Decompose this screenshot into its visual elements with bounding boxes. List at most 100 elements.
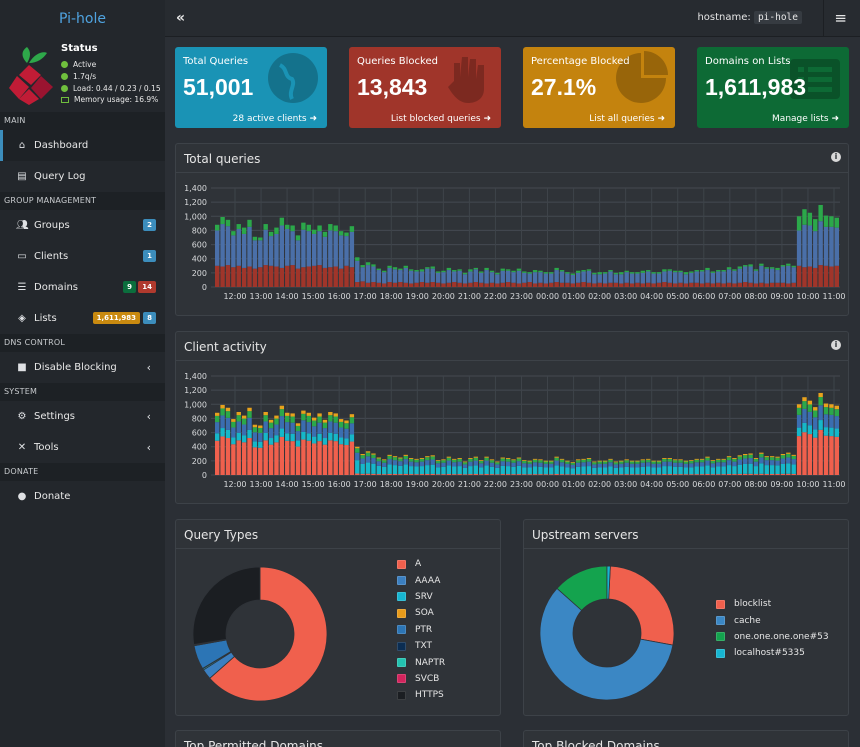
other-bar[interactable] <box>408 269 414 271</box>
permitted-bar[interactable] <box>780 266 786 283</box>
client-d-bar[interactable] <box>726 457 732 461</box>
blocked-bar[interactable] <box>511 282 516 287</box>
client-b-bar[interactable] <box>505 466 511 475</box>
other-bar[interactable] <box>646 270 651 272</box>
client-e-bar[interactable] <box>646 458 651 460</box>
other-bar[interactable] <box>285 224 290 230</box>
client-d-bar[interactable] <box>495 462 500 465</box>
client-e-bar[interactable] <box>495 461 500 463</box>
other-bar[interactable] <box>328 224 333 231</box>
client-a-bar[interactable] <box>387 473 392 475</box>
other-bar[interactable] <box>430 266 435 269</box>
client-c-bar[interactable] <box>635 463 640 468</box>
legend-item[interactable]: NAPTR <box>397 654 445 670</box>
blocked-bar[interactable] <box>823 265 829 287</box>
client-a-bar[interactable] <box>306 440 311 475</box>
client-a-bar[interactable] <box>355 473 360 475</box>
permitted-bar[interactable] <box>479 272 484 283</box>
permitted-bar[interactable] <box>462 274 468 284</box>
client-e-bar[interactable] <box>290 413 295 417</box>
client-d-bar[interactable] <box>441 460 446 463</box>
blocked-bar[interactable] <box>619 283 624 287</box>
client-c-bar[interactable] <box>796 414 802 428</box>
client-e-bar[interactable] <box>705 456 710 458</box>
client-b-bar[interactable] <box>646 466 651 475</box>
client-b-bar[interactable] <box>549 467 554 475</box>
client-c-bar[interactable] <box>338 427 344 438</box>
blocked-bar[interactable] <box>220 266 225 287</box>
client-a-bar[interactable] <box>295 446 301 475</box>
client-d-bar[interactable] <box>672 460 678 463</box>
client-d-bar[interactable] <box>619 461 624 464</box>
blocked-bar[interactable] <box>215 265 220 287</box>
other-bar[interactable] <box>258 237 263 241</box>
client-e-bar[interactable] <box>651 460 656 462</box>
other-bar[interactable] <box>215 224 220 231</box>
client-c-bar[interactable] <box>656 463 662 468</box>
client-e-bar[interactable] <box>592 461 597 463</box>
client-a-bar[interactable] <box>522 474 527 475</box>
other-bar[interactable] <box>764 267 769 269</box>
other-bar[interactable] <box>796 216 802 231</box>
client-a-bar[interactable] <box>457 474 462 475</box>
blocked-bar[interactable] <box>360 281 365 287</box>
client-b-bar[interactable] <box>387 464 392 474</box>
client-e-bar[interactable] <box>274 415 279 419</box>
client-a-bar[interactable] <box>667 474 672 475</box>
client-d-bar[interactable] <box>360 455 365 459</box>
client-b-bar[interactable] <box>802 422 807 433</box>
other-bar[interactable] <box>489 270 495 273</box>
permitted-bar[interactable] <box>500 270 505 283</box>
other-bar[interactable] <box>678 270 683 273</box>
slice-cache[interactable] <box>539 587 674 701</box>
client-e-bar[interactable] <box>522 460 527 461</box>
client-c-bar[interactable] <box>602 463 608 468</box>
other-bar[interactable] <box>403 265 408 268</box>
client-d-bar[interactable] <box>640 460 646 463</box>
client-a-bar[interactable] <box>241 442 247 475</box>
client-d-bar[interactable] <box>592 462 597 465</box>
other-bar[interactable] <box>398 268 403 271</box>
client-e-bar[interactable] <box>689 460 694 461</box>
other-bar[interactable] <box>452 270 457 272</box>
legend-item[interactable]: localhost#5335 <box>716 645 829 661</box>
client-b-bar[interactable] <box>807 425 813 435</box>
permitted-bar[interactable] <box>689 272 694 283</box>
blocked-bar[interactable] <box>306 266 311 287</box>
client-e-bar[interactable] <box>311 417 317 421</box>
permitted-bar[interactable] <box>613 274 619 283</box>
client-b-bar[interactable] <box>285 433 290 441</box>
sidebar-item-query-log[interactable]: ▤ Query Log <box>0 161 165 192</box>
other-bar[interactable] <box>619 272 624 275</box>
client-d-bar[interactable] <box>683 461 689 464</box>
blocked-bar[interactable] <box>699 283 705 287</box>
blocked-bar[interactable] <box>543 283 549 287</box>
blocked-bar[interactable] <box>651 283 656 287</box>
client-a-bar[interactable] <box>398 474 403 475</box>
permitted-bar[interactable] <box>575 272 581 283</box>
permitted-bar[interactable] <box>338 235 344 269</box>
other-bar[interactable] <box>818 204 823 222</box>
client-e-bar[interactable] <box>753 458 759 459</box>
client-a-bar[interactable] <box>613 474 619 475</box>
other-bar[interactable] <box>716 270 721 272</box>
client-d-bar[interactable] <box>505 458 511 462</box>
client-b-bar[interactable] <box>457 466 462 475</box>
other-bar[interactable] <box>592 272 597 275</box>
other-bar[interactable] <box>597 272 602 275</box>
client-b-bar[interactable] <box>516 465 522 475</box>
client-e-bar[interactable] <box>818 392 823 398</box>
other-bar[interactable] <box>807 212 813 226</box>
blocked-bar[interactable] <box>592 283 597 287</box>
client-a-bar[interactable] <box>489 474 495 475</box>
blocked-bar[interactable] <box>586 282 592 287</box>
blocked-bar[interactable] <box>646 282 651 287</box>
client-a-bar[interactable] <box>651 474 656 475</box>
client-a-bar[interactable] <box>268 444 274 475</box>
client-b-bar[interactable] <box>624 466 629 475</box>
client-e-bar[interactable] <box>527 460 532 462</box>
permitted-bar[interactable] <box>732 270 737 284</box>
blocked-bar[interactable] <box>392 282 398 287</box>
blocked-bar[interactable] <box>683 283 689 287</box>
blocked-bar[interactable] <box>430 282 435 287</box>
